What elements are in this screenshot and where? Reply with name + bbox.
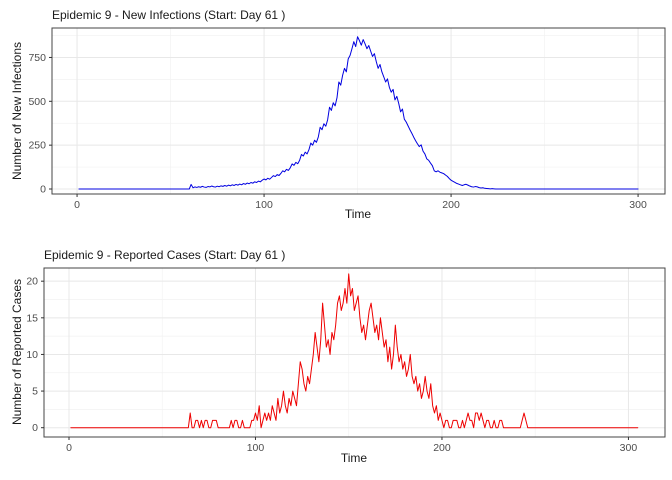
new-infections-chart: 0 100 200 300 0 250 500 750 <box>28 27 666 211</box>
svg-text:100: 100 <box>247 442 265 454</box>
svg-text:0: 0 <box>74 199 80 211</box>
chart-title-new-infections: Epidemic 9 - New Infections (Start: Day … <box>52 8 286 22</box>
svg-text:250: 250 <box>28 140 46 152</box>
reported-cases-chart: 0 100 200 300 0 5 10 15 20 <box>26 267 666 454</box>
x-axis-title-new-infections: Time <box>344 207 372 221</box>
svg-text:0: 0 <box>66 442 72 454</box>
svg-text:20: 20 <box>26 276 38 288</box>
svg-text:100: 100 <box>255 199 273 211</box>
y-axis-title-new-infections: Number of New Infections <box>10 41 24 181</box>
y-axis-title-reported-cases: Number of Reported Cases <box>10 278 24 426</box>
svg-text:200: 200 <box>442 199 460 211</box>
svg-text:200: 200 <box>433 442 451 454</box>
svg-text:300: 300 <box>620 442 638 454</box>
svg-text:0: 0 <box>40 184 46 196</box>
svg-text:500: 500 <box>28 96 46 108</box>
svg-text:0: 0 <box>32 422 38 434</box>
svg-text:15: 15 <box>26 312 38 324</box>
svg-text:300: 300 <box>629 199 647 211</box>
chart-title-reported-cases: Epidemic 9 - Reported Cases (Start: Day … <box>44 248 286 262</box>
svg-text:750: 750 <box>28 52 46 64</box>
svg-text:10: 10 <box>26 349 38 361</box>
x-axis-title-reported-cases: Time <box>340 451 368 465</box>
svg-text:5: 5 <box>32 386 38 398</box>
